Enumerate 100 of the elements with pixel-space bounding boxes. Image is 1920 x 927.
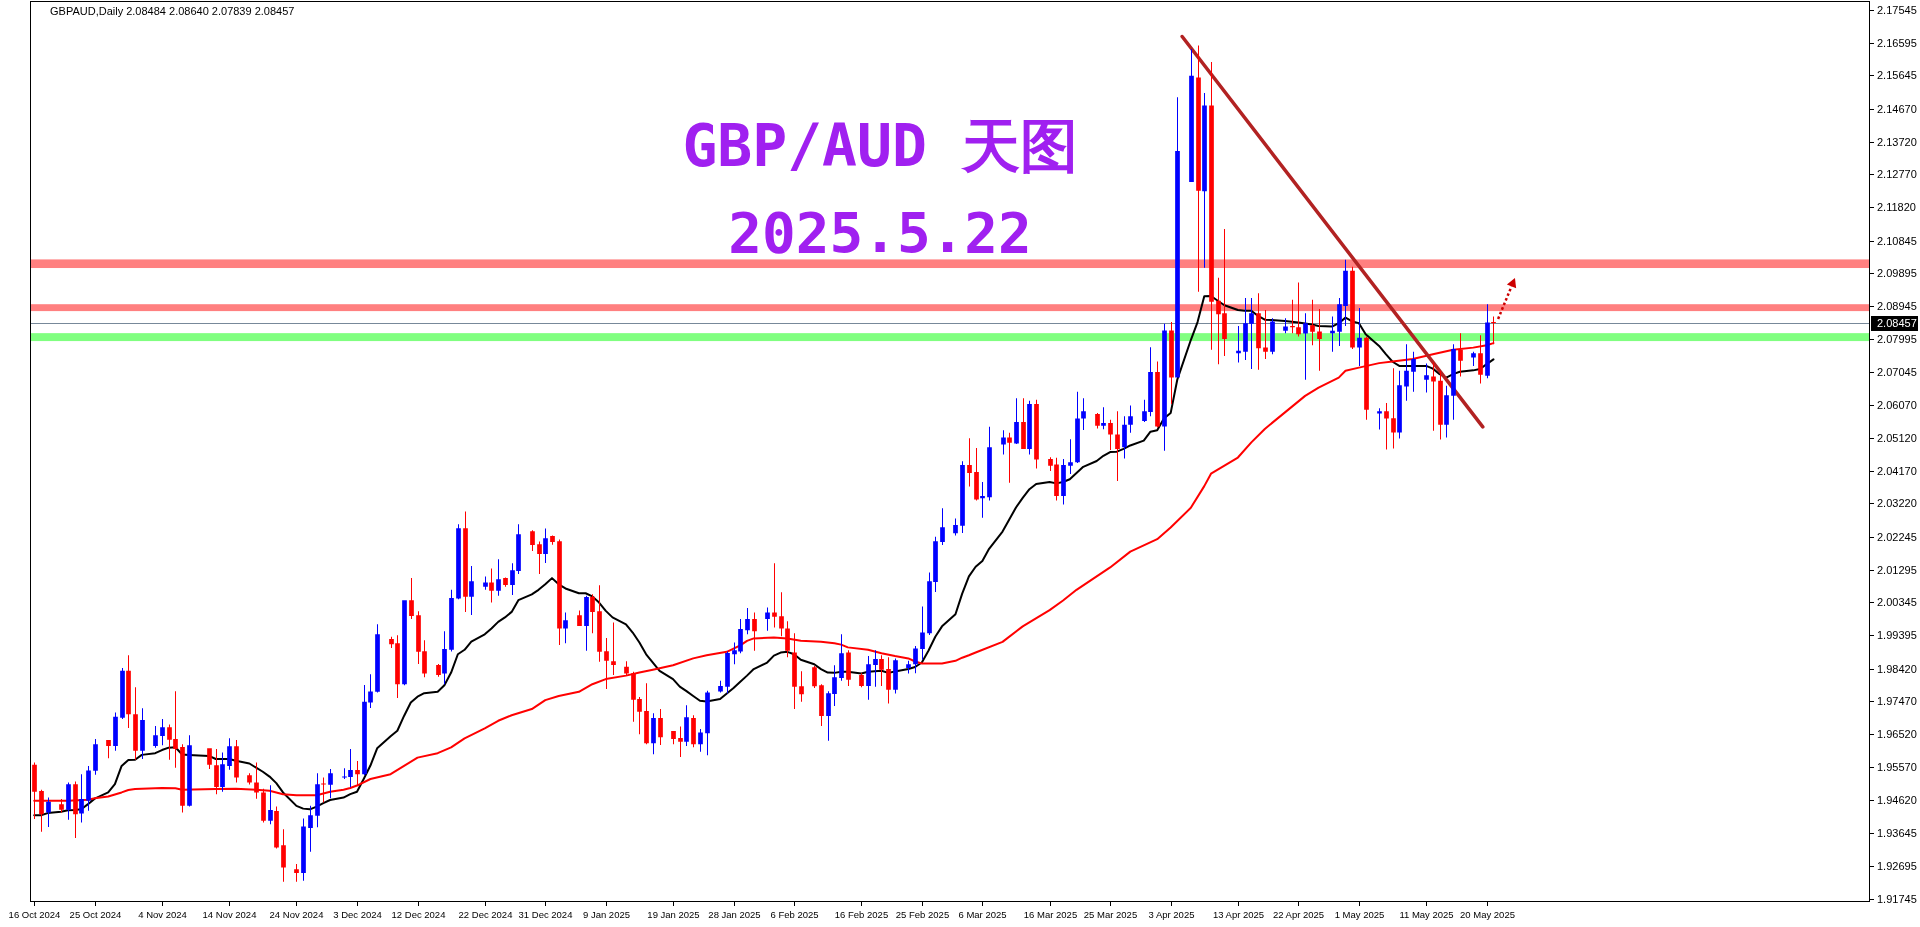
x-tick-label: 16 Feb 2025 bbox=[834, 909, 889, 920]
candlestick bbox=[604, 638, 609, 690]
candlestick bbox=[1391, 368, 1396, 449]
candlestick bbox=[1310, 299, 1315, 346]
annotation: GBPAUD,Daily 2.08484 2.08640 2.07839 2.08457 bbox=[50, 5, 295, 17]
candlestick bbox=[1270, 318, 1275, 355]
candlestick bbox=[886, 657, 891, 704]
candlestick bbox=[1068, 439, 1073, 475]
candlestick bbox=[1007, 432, 1012, 483]
candlestick bbox=[866, 655, 871, 700]
x-tick-label: 12 Dec 2024 bbox=[391, 909, 446, 920]
x-tick-label: 20 May 2025 bbox=[1460, 909, 1515, 920]
y-tick-label: 2.04170 bbox=[1877, 465, 1917, 478]
x-tick-label: 22 Dec 2024 bbox=[458, 909, 513, 920]
candlestick bbox=[1202, 93, 1207, 268]
candlestick bbox=[1115, 411, 1120, 481]
candlestick bbox=[1411, 351, 1416, 392]
candlestick bbox=[1357, 307, 1362, 366]
x-tick-label: 14 Nov 2024 bbox=[202, 909, 257, 920]
candlestick bbox=[752, 612, 757, 651]
candlestick bbox=[879, 655, 884, 686]
x-tick-label: 3 Dec 2024 bbox=[333, 909, 382, 920]
candlestick bbox=[1095, 413, 1100, 429]
x-tick-label: 16 Oct 2024 bbox=[8, 909, 61, 920]
candlestick bbox=[227, 738, 232, 770]
candlestick bbox=[537, 541, 542, 574]
ref-line-label: 2.08457 bbox=[1877, 317, 1917, 330]
y-tick-label: 2.11820 bbox=[1877, 201, 1916, 214]
candlestick bbox=[1169, 322, 1174, 405]
x-tick-label: 3 Apr 2025 bbox=[1148, 909, 1195, 920]
candlestick bbox=[550, 535, 555, 545]
candlestick bbox=[967, 438, 972, 487]
candlestick bbox=[799, 671, 804, 702]
y-tick-label: 2.12770 bbox=[1877, 168, 1917, 181]
candlestick bbox=[160, 719, 165, 746]
candlestick bbox=[220, 752, 225, 792]
candlestick bbox=[839, 634, 844, 681]
text: GBP/AUD 天图 bbox=[682, 112, 1078, 180]
candlestick bbox=[1384, 403, 1389, 450]
x-tick-label: 24 Nov 2024 bbox=[269, 909, 324, 920]
candlestick bbox=[153, 725, 158, 748]
candlestick bbox=[779, 592, 784, 637]
y-tick-label: 1.94620 bbox=[1877, 794, 1917, 807]
candlestick bbox=[597, 585, 602, 662]
candlestick bbox=[1236, 325, 1241, 363]
x-tick-label: 6 Mar 2025 bbox=[958, 909, 1007, 920]
candlestick bbox=[442, 631, 447, 685]
candlestick bbox=[974, 447, 979, 501]
candlestick bbox=[684, 705, 689, 746]
candlestick bbox=[1471, 351, 1476, 366]
y-tick-label: 1.95570 bbox=[1877, 761, 1917, 774]
y-tick-label: 2.02245 bbox=[1877, 531, 1917, 544]
candlestick bbox=[1424, 363, 1429, 393]
y-tick-label: 2.07995 bbox=[1877, 333, 1917, 346]
y-tick-label: 2.17545 bbox=[1877, 4, 1917, 17]
candlestick bbox=[86, 765, 91, 811]
candlestick bbox=[1290, 299, 1295, 334]
candlestick bbox=[611, 622, 616, 675]
candlestick bbox=[1377, 408, 1382, 430]
y-tick-label: 2.14670 bbox=[1877, 103, 1917, 116]
y-tick-label: 1.97470 bbox=[1877, 695, 1917, 708]
x-tick-label: 28 Jan 2025 bbox=[708, 909, 761, 920]
candlestick bbox=[469, 566, 474, 615]
candlestick bbox=[342, 768, 347, 779]
candlestick bbox=[1196, 45, 1201, 292]
y-tick-label: 2.05120 bbox=[1877, 432, 1917, 445]
x-tick-label: 4 Nov 2024 bbox=[138, 909, 187, 920]
y-tick-label: 1.99395 bbox=[1877, 629, 1917, 642]
candlestick bbox=[496, 559, 501, 596]
candlestick bbox=[1330, 316, 1335, 352]
candlestick bbox=[678, 726, 683, 757]
y-tick-label: 2.16595 bbox=[1877, 37, 1917, 50]
y-tick-label: 2.03220 bbox=[1877, 497, 1917, 510]
candlestick bbox=[1317, 309, 1322, 371]
candlestick bbox=[1021, 398, 1026, 449]
x-tick-label: 13 Apr 2025 bbox=[1212, 909, 1265, 920]
candlestick bbox=[1431, 362, 1436, 431]
y-tick-label: 2.08945 bbox=[1877, 300, 1917, 313]
candlestick bbox=[254, 762, 259, 799]
x-tick-label: 25 Feb 2025 bbox=[895, 909, 950, 920]
candlestick bbox=[489, 568, 494, 603]
candlestick bbox=[1263, 310, 1268, 359]
candlestick bbox=[1256, 293, 1261, 370]
y-tick-label: 1.93645 bbox=[1877, 827, 1917, 840]
candlestick bbox=[1128, 405, 1133, 433]
text: 2025.5.22 bbox=[728, 200, 1032, 265]
x-tick-label: 25 Mar 2025 bbox=[1083, 909, 1138, 920]
x-tick-label: 9 Jan 2025 bbox=[582, 909, 631, 920]
y-tick-label: 2.00345 bbox=[1877, 596, 1917, 609]
candlestick bbox=[409, 578, 414, 620]
x-tick-label: 25 Oct 2024 bbox=[69, 909, 122, 920]
y-tick-label: 2.01295 bbox=[1877, 564, 1917, 577]
candlestick bbox=[294, 864, 299, 882]
y-tick-label: 1.96520 bbox=[1877, 728, 1917, 741]
candlestick bbox=[140, 708, 145, 760]
candlestick bbox=[315, 773, 320, 828]
candlestick bbox=[1081, 398, 1086, 430]
x-tick-label: 1 May 2025 bbox=[1334, 909, 1385, 920]
candlestick bbox=[308, 805, 313, 852]
candlestick bbox=[483, 576, 488, 590]
